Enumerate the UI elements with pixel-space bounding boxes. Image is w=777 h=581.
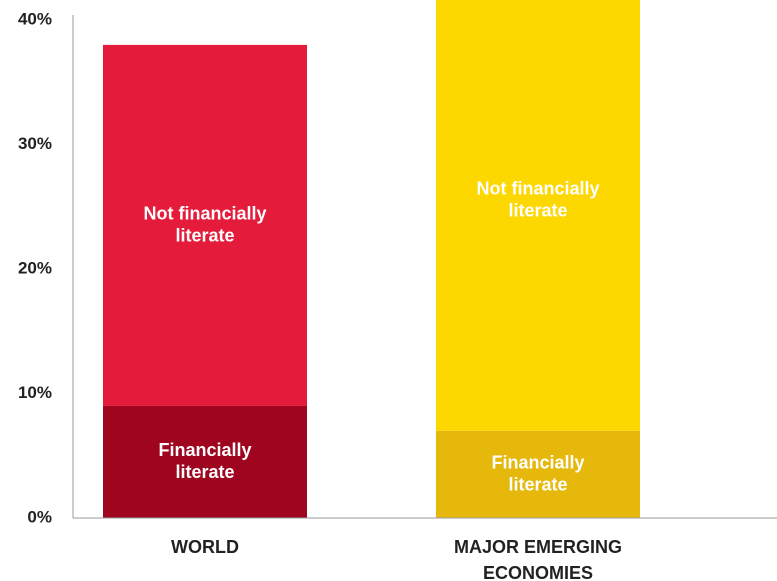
x-tick-label: WORLD — [171, 537, 239, 557]
y-tick-label: 40% — [18, 9, 52, 28]
segment-label: Not financially literate — [143, 203, 266, 245]
y-tick-label: 10% — [18, 383, 52, 402]
y-tick-label: 30% — [18, 134, 52, 153]
y-tick-label: 0% — [27, 507, 52, 526]
segment-label: Financially literate — [158, 440, 251, 482]
y-tick-label: 20% — [18, 258, 52, 277]
bar-segment — [436, 0, 640, 431]
x-tick-label: MAJOR EMERGING ECONOMIES — [454, 537, 622, 581]
bar-segment — [103, 44, 307, 406]
segment-label: Financially literate — [491, 452, 584, 494]
segment-label: Not financially literate — [476, 178, 599, 220]
bar-segment — [103, 405, 307, 518]
bar-segment — [436, 430, 640, 518]
